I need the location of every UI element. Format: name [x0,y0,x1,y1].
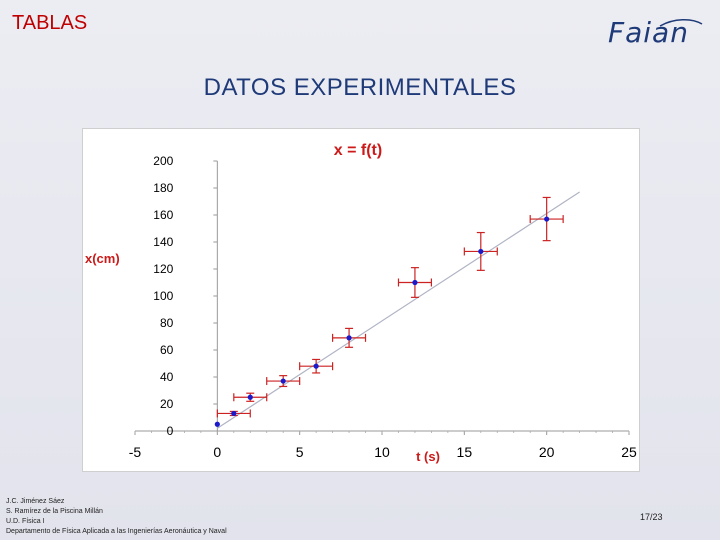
y-tick-label: 180 [153,181,173,195]
page-number: 17/23 [640,512,663,522]
logo-swoosh-icon [659,19,703,27]
y-tick-label: 200 [153,154,173,168]
x-tick-label: 10 [374,444,390,460]
data-point [313,363,319,369]
footer-credits: J.C. Jiménez Sáez S. Ramírez de la Pisci… [6,497,227,537]
y-tick-label: 140 [153,235,173,249]
y-tick-label: 0 [167,424,174,438]
y-tick-label: 160 [153,208,173,222]
logo-text: Faian [608,16,689,49]
footer-line: S. Ramírez de la Piscina Millán [6,508,103,515]
y-axis-label: x(cm) [85,251,120,266]
footer-line: U.D. Física I [6,518,45,525]
chart-title: x = f(t) [334,142,382,159]
x-tick-label: 20 [539,444,555,460]
data-point [247,394,253,400]
footer-line: J.C. Jiménez Sáez [6,498,65,505]
data-point [280,378,286,384]
faian-logo: Faian [608,12,704,49]
data-point [544,216,550,222]
section-label: TABLAS [12,12,88,34]
y-tick-label: 80 [160,316,174,330]
x-tick-label: 15 [457,444,473,460]
y-tick-label: 20 [160,397,174,411]
x-tick-label: 5 [296,444,304,460]
chart-frame: x = f(t) -5 0 5 10 15 20 25 0 20 40 60 80 100 120 140 16… [82,128,640,472]
x-tick-label: 0 [213,444,221,460]
data-point [214,421,220,427]
scatter-chart: x = f(t) -5 0 5 10 15 20 25 0 20 40 60 80 100 120 140 16… [85,142,637,464]
data-point [346,335,352,341]
y-tick-label: 40 [160,370,174,384]
y-tick-label: 60 [160,343,174,357]
fit-line [217,191,580,429]
data-point [478,248,484,255]
footer-line: Departamento de Física Aplicada a las In… [6,528,227,535]
y-tick-label: 100 [153,289,173,303]
x-tick-label: 25 [621,444,637,460]
x-tick-label: -5 [129,444,142,460]
data-point [231,410,237,417]
data-point [412,279,418,286]
x-axis-label: t (s) [416,449,440,464]
y-tick-label: 120 [153,262,173,276]
slide-title: DATOS EXPERIMENTALES [203,74,517,101]
